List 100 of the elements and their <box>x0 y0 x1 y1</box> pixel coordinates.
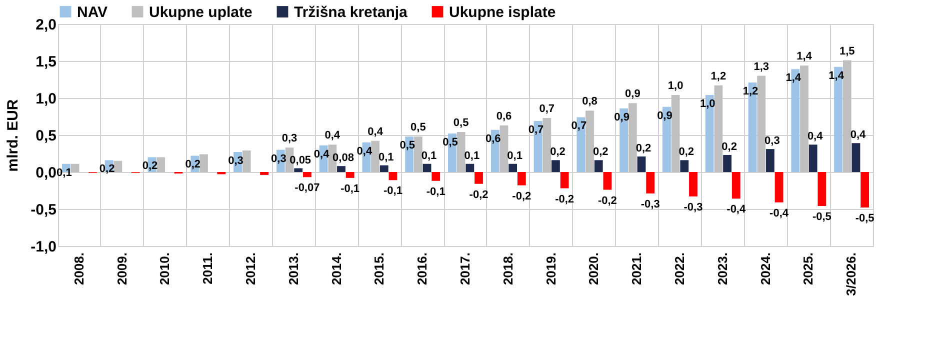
bar <box>508 164 518 172</box>
bar <box>302 172 312 178</box>
bar <box>474 172 483 184</box>
data-label: -0,2 <box>469 188 488 201</box>
bar <box>766 149 774 172</box>
data-label: 0,9 <box>657 110 672 122</box>
data-label: -0,4 <box>770 207 790 220</box>
data-label: 0,3 <box>228 155 244 168</box>
bar <box>414 136 422 172</box>
legend-label: Tržišna kretanja <box>294 4 408 21</box>
bar <box>594 160 603 172</box>
y-tick-label: 0,5 <box>36 128 56 144</box>
x-tick-label: 2008. <box>71 252 86 286</box>
data-label: 1,0 <box>700 98 716 110</box>
data-label: 0,1 <box>507 150 522 162</box>
bar <box>732 172 740 199</box>
data-label: 0,4 <box>807 130 824 143</box>
x-tick-label: 2022. <box>672 252 687 286</box>
x-tick-label: 2024. <box>758 252 773 286</box>
bar <box>680 160 689 172</box>
data-label: 1,2 <box>742 85 758 98</box>
data-label: -0,1 <box>340 182 360 195</box>
bar <box>808 144 818 172</box>
data-label: 0,7 <box>571 120 587 132</box>
y-tick-label: -1,0 <box>30 238 56 256</box>
bar <box>757 76 766 172</box>
data-label: -0,3 <box>684 201 703 214</box>
data-label: 0,5 <box>453 117 469 130</box>
x-tick-label: 2011. <box>200 252 216 284</box>
bar <box>842 60 852 172</box>
bar <box>156 157 166 172</box>
bar <box>774 172 784 202</box>
x-tick-label: 2020. <box>586 252 602 286</box>
data-label: 0,3 <box>271 152 286 165</box>
data-label: 0,1 <box>378 151 394 164</box>
data-label: 1,0 <box>668 80 684 92</box>
data-label: -0,07 <box>294 182 320 194</box>
data-label: 0,4 <box>356 145 373 158</box>
data-label: 0,2 <box>722 140 737 153</box>
data-label: 1,4 <box>786 72 802 84</box>
data-label: 0,2 <box>678 146 694 158</box>
y-tick-label: -0,5 <box>30 202 56 218</box>
x-tick-label: 2014. <box>328 252 344 286</box>
x-tick-label: 2019. <box>543 252 558 286</box>
bar <box>852 143 860 172</box>
bar <box>500 125 508 172</box>
data-label: 0,2 <box>592 146 608 158</box>
data-label: 0,2 <box>636 142 652 154</box>
data-label: 1,4 <box>796 50 813 62</box>
legend-label: NAV <box>77 4 108 21</box>
data-label: 0,4 <box>324 130 341 142</box>
bar <box>114 160 122 172</box>
bar <box>560 172 569 188</box>
bar <box>337 166 346 172</box>
bar <box>860 172 870 208</box>
data-label: 0,2 <box>99 163 115 176</box>
data-label: -0,5 <box>812 211 832 224</box>
bar <box>517 172 526 186</box>
bar <box>671 95 680 172</box>
data-label: -0,2 <box>598 194 617 207</box>
x-tick-label: 2017. <box>458 252 472 286</box>
bar <box>294 168 303 172</box>
x-tick-label: 2016. <box>414 252 430 286</box>
data-label: 0,6 <box>496 110 512 122</box>
bar <box>200 154 208 172</box>
data-label: -0,2 <box>555 193 574 206</box>
x-tick-label: 2013. <box>286 252 301 286</box>
x-tick-label: 3/2026. <box>844 252 859 296</box>
data-label: 0,5 <box>410 121 426 134</box>
data-label: 0,5 <box>400 139 415 152</box>
y-tick-label: 1,5 <box>36 54 56 70</box>
y-tick-label: 0,0 <box>36 164 56 182</box>
x-tick-label: 2010. <box>157 252 172 286</box>
y-tick-label: 2,0 <box>36 16 56 34</box>
bar <box>260 172 268 175</box>
data-label: 0,08 <box>332 152 354 164</box>
x-tick-label: 2009. <box>114 252 130 286</box>
y-axis-title: mlrd. EUR <box>4 99 22 172</box>
y-tick-label: 1,0 <box>36 90 56 108</box>
bar <box>637 156 646 172</box>
bar <box>714 85 723 172</box>
legend-label: Ukupne isplate <box>449 4 556 21</box>
bar <box>346 172 354 178</box>
bar <box>432 172 440 181</box>
data-label: 0,6 <box>485 132 501 145</box>
bar <box>242 150 251 172</box>
data-label: 1,4 <box>828 70 845 82</box>
bar <box>818 172 826 206</box>
data-label: 0,3 <box>764 135 780 148</box>
bar <box>689 172 698 196</box>
x-tick-label: 2012. <box>243 252 258 286</box>
bar <box>800 65 808 172</box>
data-label: 0,9 <box>625 88 640 100</box>
bar <box>552 160 560 172</box>
bar <box>628 103 637 172</box>
bar <box>456 132 466 172</box>
bar <box>646 172 655 194</box>
data-label: 0,1 <box>421 150 437 162</box>
bar <box>466 164 474 172</box>
data-label: -0,2 <box>512 190 532 202</box>
